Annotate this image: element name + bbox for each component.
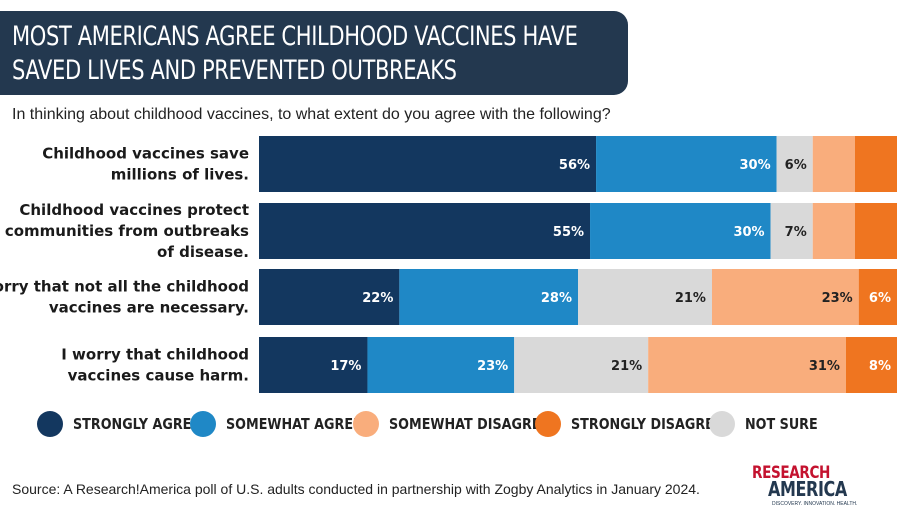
legend-label-somewhat-disagree: SOMEWHAT DISAGREE — [389, 415, 550, 433]
legend-label-somewhat-agree: SOMEWHAT AGREE — [226, 415, 362, 433]
legend-swatch-somewhat-agree — [190, 411, 216, 437]
bar-segment-somewhat-agree — [399, 269, 578, 325]
bar-segment-not-sure — [770, 203, 813, 259]
bar-segment-somewhat-disagree — [648, 337, 846, 393]
bar-segment-strongly-agree — [259, 337, 368, 393]
logo-tagline: DISCOVERY. INNOVATION. HEALTH. — [772, 501, 858, 507]
stacked-bar-chart: Childhood vaccines save millions of lives… — [0, 136, 897, 393]
bar-segment-somewhat-agree — [367, 337, 515, 393]
bar-segment-somewhat-disagree — [812, 136, 855, 192]
bar-value-label: 30% — [739, 158, 770, 173]
legend-item-somewhat-disagree: SOMEWHAT DISAGREE — [353, 408, 578, 440]
legend-item-strongly-agree: STRONGLY AGREE — [37, 408, 222, 440]
bar-segment-somewhat-disagree — [711, 269, 859, 325]
bar-value-label: 31% — [809, 359, 840, 374]
chart-subtitle: In thinking about childhood vaccines, to… — [12, 106, 611, 123]
bar-value-label: 23% — [477, 359, 508, 374]
chart-legend: STRONGLY AGREE SOMEWHAT AGREE SOMEWHAT D… — [0, 408, 919, 440]
bar-value-label: 22% — [362, 291, 393, 306]
category-label: I worry that not all the childhoodvaccin… — [0, 278, 249, 317]
bar-value-label: 6% — [869, 291, 891, 306]
bar-segment-strongly-disagree — [858, 269, 897, 325]
legend-label-strongly-agree: STRONGLY AGREE — [73, 415, 201, 433]
bar-segment-somewhat-disagree — [812, 203, 855, 259]
bar-segment-strongly-agree — [259, 203, 591, 259]
bar-segment-strongly-disagree — [854, 203, 897, 259]
bar-value-label: 28% — [541, 291, 572, 306]
bar-value-label: 8% — [869, 359, 891, 374]
bar-segment-not-sure — [578, 269, 712, 325]
bar-segment-not-sure — [776, 136, 813, 192]
title-banner: MOST AMERICANS AGREE CHILDHOOD VACCINES … — [0, 11, 628, 95]
legend-swatch-not-sure — [709, 411, 735, 437]
bar-value-label: 17% — [330, 359, 361, 374]
category-label: I worry that childhood vaccines cause har… — [61, 346, 249, 385]
legend-swatch-strongly-disagree — [535, 411, 561, 437]
bar-value-label: 56% — [559, 158, 590, 173]
logo-text-research: RESEARCH — [752, 463, 831, 483]
bar-value-label: 23% — [822, 291, 853, 306]
bar-value-label: 6% — [785, 158, 807, 173]
category-label: Childhood vaccines protect communities fr… — [5, 201, 249, 261]
legend-item-strongly-disagree: STRONGLY DISAGREE — [535, 408, 749, 440]
legend-item-not-sure: NOT SURE — [709, 408, 831, 440]
chart-title-line-1: MOST AMERICANS AGREE CHILDHOOD VACCINES … — [12, 21, 578, 52]
bar-segment-strongly-agree — [259, 136, 597, 192]
source-note: Source: A Research!America poll of U.S. … — [12, 481, 700, 497]
legend-item-somewhat-agree: SOMEWHAT AGREE — [190, 408, 386, 440]
legend-swatch-somewhat-disagree — [353, 411, 379, 437]
bar-segment-somewhat-agree — [590, 203, 771, 259]
chart-title-line-2: SAVED LIVES AND PREVENTED OUTBREAKS — [12, 55, 457, 86]
bar-segment-strongly-agree — [259, 269, 400, 325]
logo-text-america: AMERICA — [768, 477, 847, 501]
legend-label-strongly-disagree: STRONGLY DISAGREE — [571, 415, 723, 433]
bar-value-label: 21% — [611, 359, 642, 374]
bar-value-label: 30% — [733, 225, 764, 240]
bar-segment-strongly-disagree — [854, 136, 897, 192]
bar-segment-not-sure — [514, 337, 649, 393]
research-america-logo: RESEARCH AMERICA DISCOVERY. INNOVATION. … — [752, 463, 902, 513]
bar-segment-somewhat-agree — [596, 136, 777, 192]
bar-value-label: 21% — [675, 291, 706, 306]
legend-swatch-strongly-agree — [37, 411, 63, 437]
bar-value-label: 7% — [785, 225, 807, 240]
bar-segment-strongly-disagree — [845, 337, 897, 393]
bar-value-label: 55% — [553, 225, 584, 240]
legend-label-not-sure: NOT SURE — [745, 415, 818, 433]
category-label: Childhood vaccines save millions of lives… — [42, 145, 249, 184]
